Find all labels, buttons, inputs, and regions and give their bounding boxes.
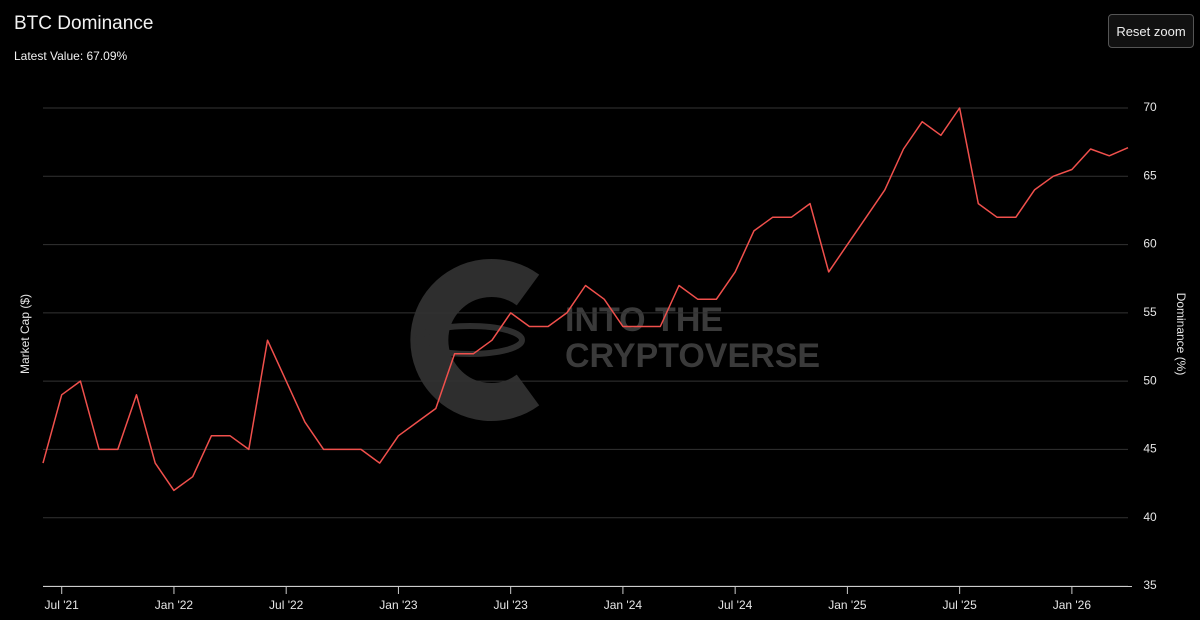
x-tick-label: Jan '26 — [1053, 598, 1092, 612]
x-tick-label: Jul '21 — [45, 598, 80, 612]
x-tick-label: Jan '22 — [155, 598, 194, 612]
y-tick-label: 55 — [1143, 305, 1157, 319]
logo-ring — [410, 259, 540, 421]
latest-value: Latest Value: 67.09% — [14, 49, 128, 63]
y-axis-title-right: Dominance (%) — [1174, 293, 1188, 376]
y-tick-label: 45 — [1143, 442, 1157, 456]
x-tick-label: Jul '25 — [942, 598, 977, 612]
reset-zoom-button[interactable]: Reset zoom — [1108, 14, 1194, 48]
y-tick-label: 50 — [1143, 373, 1157, 387]
x-tick-label: Jul '24 — [718, 598, 753, 612]
x-tick-label: Jul '23 — [494, 598, 529, 612]
x-tick-label: Jul '22 — [269, 598, 304, 612]
data-line — [42, 107, 1129, 492]
y-tick-label: 35 — [1143, 578, 1157, 592]
y-axis-title-left: Market Cap ($) — [18, 294, 32, 374]
x-tick-label: Jan '24 — [604, 598, 643, 612]
y-tick-label: 60 — [1143, 237, 1157, 251]
y-tick-label: 70 — [1143, 100, 1157, 114]
watermark-text: CRYPTOVERSE — [565, 337, 820, 375]
watermark-logo — [410, 259, 540, 421]
x-tick-label: Jan '25 — [828, 598, 867, 612]
y-tick-label: 65 — [1143, 168, 1157, 182]
chart-title: BTC Dominance — [14, 13, 153, 34]
watermark-text: INTO THE — [565, 301, 723, 339]
y-tick-label: 40 — [1143, 510, 1157, 524]
x-tick-label: Jan '23 — [379, 598, 418, 612]
